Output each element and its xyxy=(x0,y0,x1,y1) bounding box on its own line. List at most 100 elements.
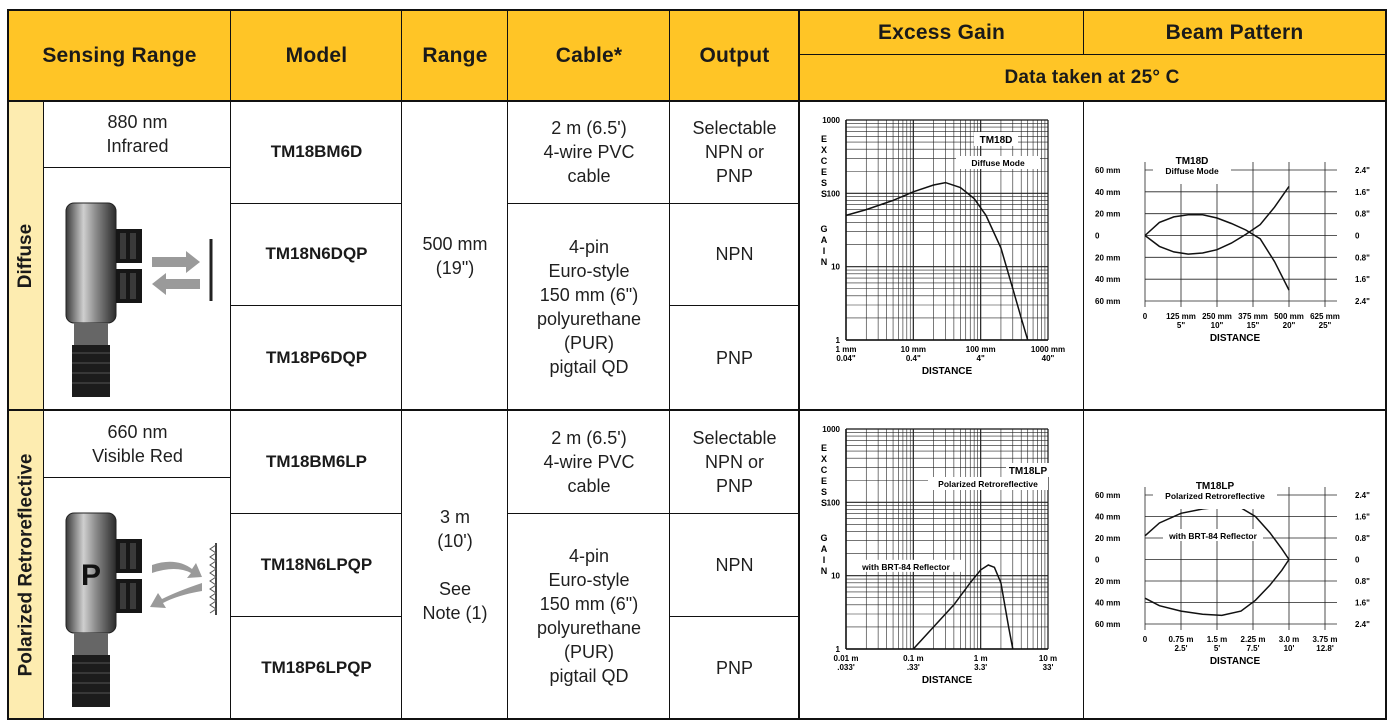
x-tick-label-secondary: 40" xyxy=(1042,354,1055,363)
col-divider xyxy=(1083,9,1084,55)
sensor-diffuse-icon xyxy=(65,202,213,397)
x-tick-label-secondary: 7.5' xyxy=(1246,644,1259,653)
table-border-right xyxy=(1385,9,1387,720)
x-axis-title: DISTANCE xyxy=(922,366,973,377)
header-subdivider xyxy=(799,54,1386,55)
x-tick-label: 3.75 m xyxy=(1313,635,1338,644)
x-tick-label-secondary: 0.4" xyxy=(906,354,921,363)
output-pnp-diffuse: PNP xyxy=(715,347,753,368)
y-tick-label: 10 xyxy=(831,263,840,272)
row-divider xyxy=(670,513,799,514)
chart-title-bg xyxy=(1153,477,1277,509)
row-divider xyxy=(231,616,402,617)
y-axis-title-letter: E xyxy=(821,476,827,486)
y-tick-label-right: 0.8" xyxy=(1355,534,1370,543)
y-tick-label-right: 0.8" xyxy=(1355,210,1370,219)
gain-curve xyxy=(845,181,1029,341)
x-tick-label-secondary: 25" xyxy=(1319,321,1332,330)
col-divider xyxy=(1083,101,1084,720)
chart-subtitle: Diffuse Mode xyxy=(1165,166,1219,176)
y-axis-title-letter: I xyxy=(823,555,826,565)
row-divider xyxy=(231,305,402,306)
header-range: Range xyxy=(402,10,508,101)
x-tick-label: 0.75 m xyxy=(1169,635,1194,644)
model-tm18n6dqp: TM18N6DQP xyxy=(265,244,368,263)
sensor-image-polarized: P xyxy=(44,477,231,719)
model-tm18bm6lp: TM18BM6LP xyxy=(265,451,368,471)
model-tm18n6lpqp: TM18N6LPQP xyxy=(260,554,373,574)
chart-title: TM18D xyxy=(980,135,1013,146)
y-tick-label-right: 2.4" xyxy=(1355,620,1370,629)
table-border-bottom xyxy=(8,718,1386,720)
x-tick-label: 1 m xyxy=(974,654,988,663)
y-tick-label-right: 1.6" xyxy=(1355,513,1370,522)
y-axis-title-letter: X xyxy=(821,145,827,155)
y-axis-title-letter: N xyxy=(821,566,828,576)
cable-qd-diffuse: 4-pin Euro-style 150 mm (6") polyurethan… xyxy=(536,236,642,377)
x-tick-label-secondary: 12.8' xyxy=(1316,644,1334,653)
y-axis-title-letter: G xyxy=(820,533,827,543)
x-tick-label: 0.01 m xyxy=(834,654,859,663)
y-axis-title-letter: X xyxy=(821,454,827,464)
output-pnp-polarized: PNP xyxy=(715,657,753,678)
y-tick-label-left: 20 mm xyxy=(1095,210,1120,219)
y-tick-label-left: 40 mm xyxy=(1095,513,1120,522)
cable-qd-polarized: 4-pin Euro-style 150 mm (6") polyurethan… xyxy=(536,546,642,686)
beam-pattern-chart-diffuse: 60 mm 2.4" 40 mm 1.6" 20 mm 0.8" 0 0 20 mm 0.8" 40… xyxy=(1095,152,1370,344)
x-axis-title: DISTANCE xyxy=(922,675,973,686)
x-tick-label-secondary: .033' xyxy=(837,663,855,672)
header-output: Output xyxy=(670,10,799,101)
chart-annotation: with BRT-84 Reflector xyxy=(861,562,951,572)
chart-title: TM18D xyxy=(1176,156,1209,167)
model-tm18p6lpqp: TM18P6LPQP xyxy=(261,657,372,677)
row-divider xyxy=(44,167,231,168)
row-divider xyxy=(231,203,402,204)
model-tm18p6dqp: TM18P6DQP xyxy=(265,347,368,367)
y-tick-label: 1 xyxy=(836,336,841,345)
range-diffuse: 500 mm (19") xyxy=(422,233,488,278)
y-tick-label: 10 xyxy=(831,572,840,581)
x-tick-label: 125 mm xyxy=(1166,312,1196,321)
y-tick-label-right: 2.4" xyxy=(1355,297,1370,306)
col-divider xyxy=(507,9,508,720)
row-divider xyxy=(670,305,799,306)
chart-subtitle-bg xyxy=(928,477,1048,490)
wavelength-diffuse: 880 nm Infrared xyxy=(106,112,169,156)
y-tick-label-left: 40 mm xyxy=(1095,275,1120,284)
y-axis-title-letter: A xyxy=(821,544,828,554)
chart-title: TM18LP xyxy=(1196,481,1235,492)
row-divider xyxy=(231,513,402,514)
y-tick-label-left: 60 mm xyxy=(1095,297,1120,306)
x-tick-label-secondary: 10" xyxy=(1211,321,1224,330)
x-tick-label: 2.25 m xyxy=(1241,635,1266,644)
x-tick-label: 375 mm xyxy=(1238,312,1268,321)
col-divider xyxy=(669,9,670,720)
y-axis-title-letter: C xyxy=(821,465,828,475)
col-divider xyxy=(230,9,231,720)
header-model: Model xyxy=(231,10,402,101)
x-tick-label: 3.0 m xyxy=(1279,635,1299,644)
sensor-letter: P xyxy=(81,559,101,592)
y-tick-label-right: 0.8" xyxy=(1355,253,1370,262)
header-beam-pattern: Beam Pattern xyxy=(1084,10,1385,55)
model-tm18bm6d: TM18BM6D xyxy=(270,142,363,161)
side-label-polarized: Polarized Retroreflective xyxy=(8,410,44,719)
y-tick-label-left: 40 mm xyxy=(1095,188,1120,197)
y-tick-label-right: 2.4" xyxy=(1355,166,1370,175)
table-border-left xyxy=(7,9,9,720)
y-axis-title-letter: E xyxy=(821,167,827,177)
x-tick-label-secondary: 5" xyxy=(1177,321,1185,330)
x-tick-label: 100 mm xyxy=(966,345,996,354)
y-axis-title-letter: S xyxy=(821,498,827,508)
sensor-polarized-icon: P xyxy=(65,512,217,707)
y-axis-title-letter: G xyxy=(820,224,827,234)
x-tick-label-secondary: 3.3' xyxy=(974,663,987,672)
beam-curve-2 xyxy=(1144,185,1290,255)
output-npn-polarized: NPN xyxy=(715,554,754,575)
chart-subtitle-bg xyxy=(956,156,1040,169)
y-tick-label: 100 xyxy=(827,189,841,198)
y-axis-title-letter: S xyxy=(821,189,827,199)
y-tick-label-right: 0 xyxy=(1355,556,1360,565)
y-tick-label-right: 2.4" xyxy=(1355,491,1370,500)
